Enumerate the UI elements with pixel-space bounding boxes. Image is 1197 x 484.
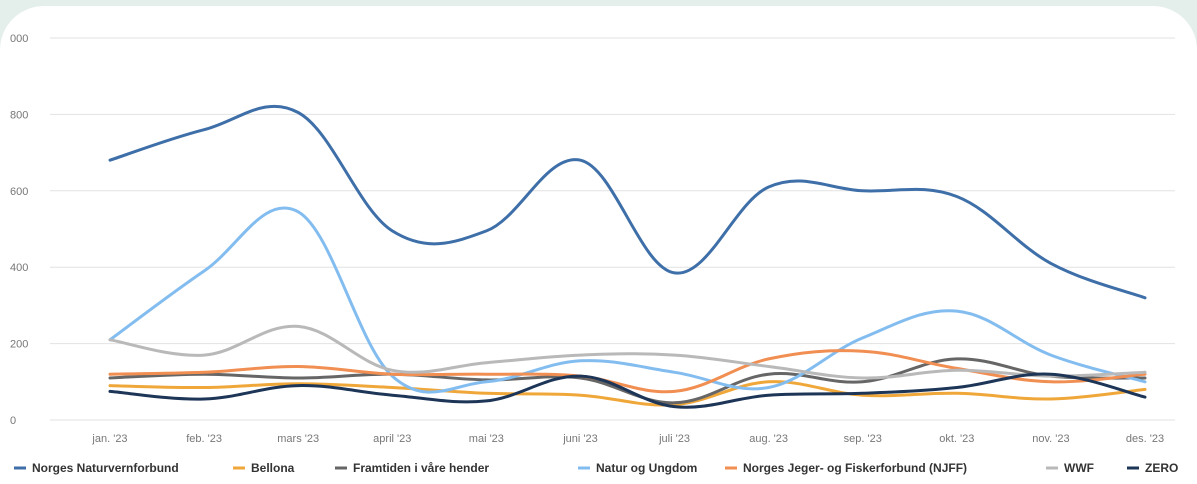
x-tick-label: juli '23 [658,433,690,445]
x-tick-label: juni '23 [562,433,598,445]
series-line-bellona [108,380,1147,407]
chart-card: 0 200 400 600 800 000 jan. '23 feb. '23 mars '2… [0,6,1197,484]
series-line-zero [108,372,1147,409]
line-chart: 0 200 400 600 800 000 jan. '23 feb. '23 mars '2… [10,33,1178,475]
series-line-norges-naturvernforbund [108,104,1147,300]
series-line-natur-og-ungdom [108,206,1147,394]
x-tick-label: des. '23 [1126,433,1164,445]
x-tick-label: jan. '23 [91,433,127,445]
legend-label: Bellona [251,461,295,475]
y-axis-ticks: 0 200 400 600 800 000 [10,33,28,427]
legend-label: Natur og Ungdom [596,461,697,475]
x-tick-label: sep. '23 [844,433,882,445]
legend-label: Framtiden i våre hender [353,461,489,475]
x-tick-label: nov. '23 [1032,433,1069,445]
legend-label: Norges Naturvernforbund [32,461,179,475]
y-tick-label: 600 [10,186,28,198]
series-lines [108,104,1147,409]
y-tick-label: 000 [10,33,28,45]
y-tick-label: 400 [10,262,28,274]
x-tick-label: aug. '23 [749,433,788,445]
series-line-wwf [108,324,1147,380]
legend: Norges Naturvernforbund Bellona Framtiden … [14,461,1178,475]
gridlines [50,37,1175,421]
x-tick-label: mars '23 [277,433,319,445]
x-tick-label: okt. '23 [939,433,974,445]
x-axis-ticks: jan. '23 feb. '23 mars '23 april '23 mai '23… [91,433,1164,445]
legend-label: Norges Jeger- og Fiskerforbund (NJFF) [743,461,967,475]
x-tick-label: april '23 [373,433,411,445]
y-tick-label: 200 [10,339,28,351]
legend-label: ZERO [1145,461,1178,475]
x-tick-label: feb. '23 [186,433,222,445]
y-tick-label: 800 [10,109,28,121]
y-tick-label: 0 [10,415,16,427]
legend-label: WWF [1064,461,1094,475]
x-tick-label: mai '23 [469,433,504,445]
